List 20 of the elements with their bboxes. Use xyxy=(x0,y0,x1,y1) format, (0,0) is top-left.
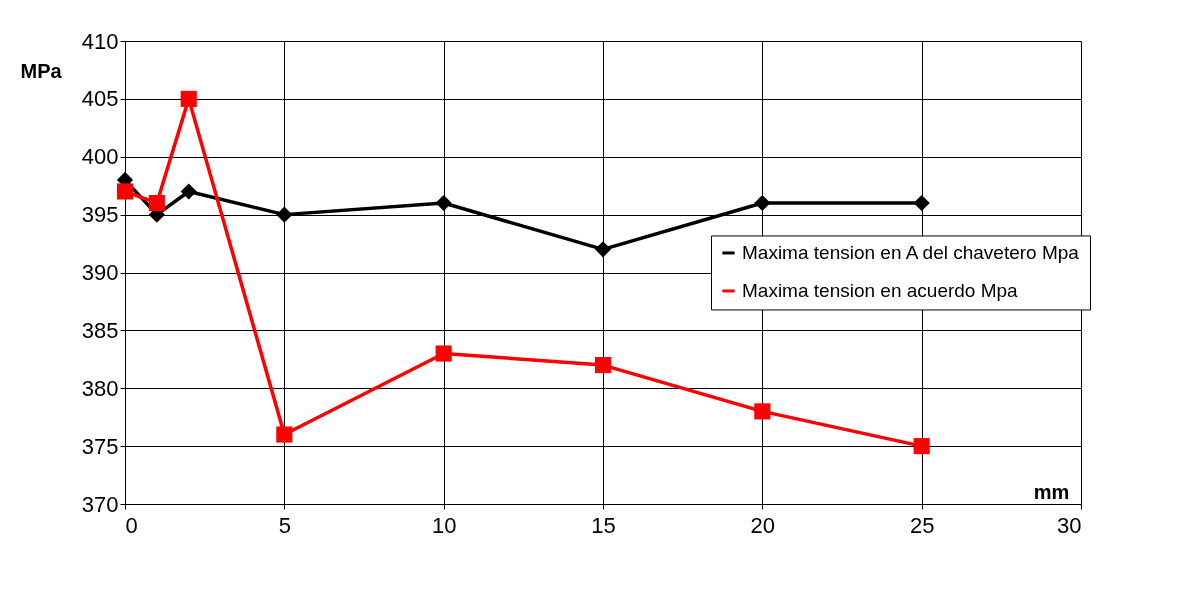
y-axis-title: MPa xyxy=(20,59,63,82)
legend-label: Maxima tension en acuerdo Mpa xyxy=(742,279,1019,301)
x-tick-label: 20 xyxy=(750,512,776,538)
y-tick-label: 405 xyxy=(81,86,119,112)
y-tick-label: 370 xyxy=(81,491,119,517)
y-tick-label: 400 xyxy=(81,144,119,170)
y-tick-label: 375 xyxy=(81,433,119,459)
x-tick-label: 0 xyxy=(125,512,138,538)
y-tick-label: 390 xyxy=(81,260,119,285)
x-tick-label: 15 xyxy=(591,512,616,538)
y-tick-label: 410 xyxy=(81,28,119,54)
x-tick-label: 30 xyxy=(1057,512,1082,538)
x-axis-title: mm xyxy=(1033,480,1070,503)
y-tick-label: 395 xyxy=(81,202,119,228)
x-tick-label: 25 xyxy=(909,512,935,538)
y-tick-label: 380 xyxy=(81,375,119,401)
x-tick-label: 5 xyxy=(278,512,291,538)
legend-label: Maxima tension en A del chavetero Mpa xyxy=(742,241,1080,263)
y-tick-label: 385 xyxy=(81,317,119,343)
x-tick-label: 10 xyxy=(431,512,457,538)
